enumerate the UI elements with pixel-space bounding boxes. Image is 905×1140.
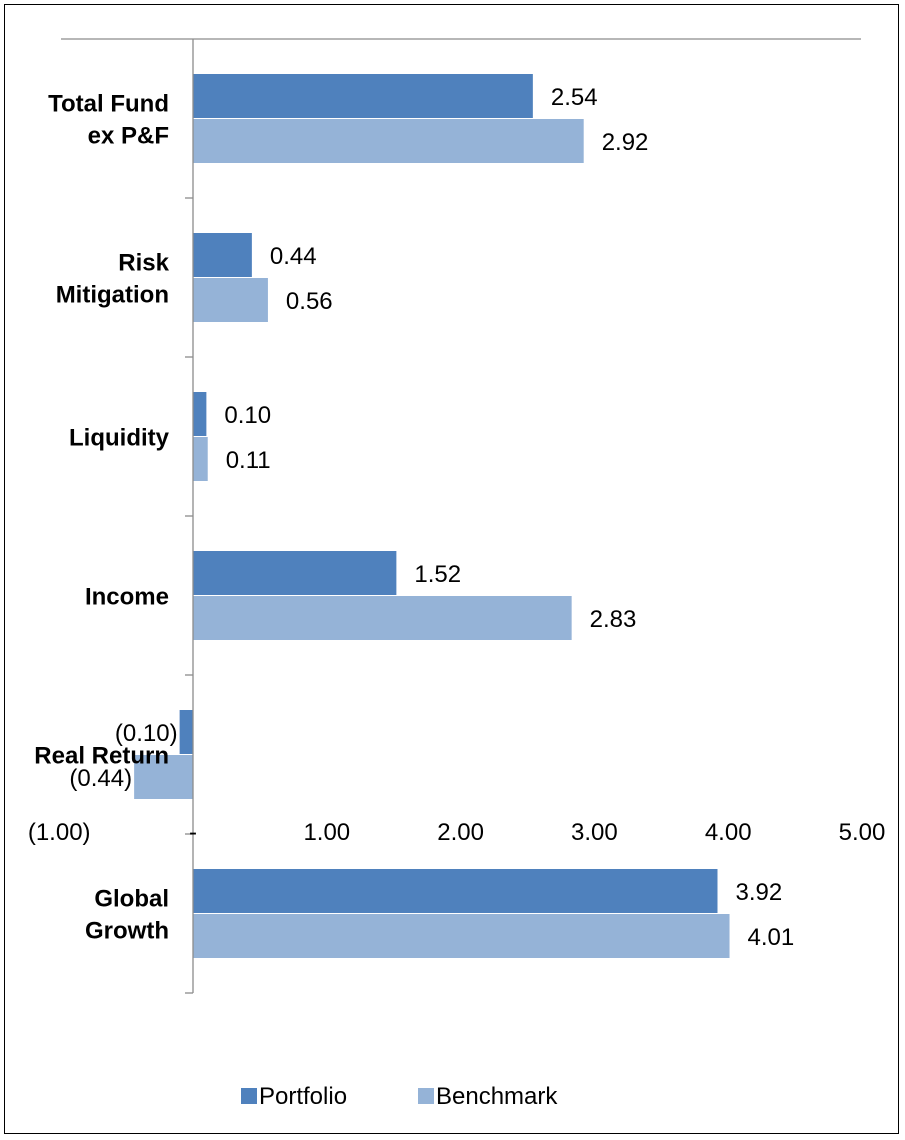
x-tick-label: 4.00 [705,819,752,846]
data-label-portfolio: 3.92 [735,879,782,906]
data-label-benchmark: 2.92 [602,129,649,156]
data-label-portfolio: 0.44 [270,243,317,270]
legend-label-portfolio: Portfolio [259,1083,347,1110]
data-label-portfolio: 1.52 [414,561,461,588]
bar-portfolio-1 [193,233,252,277]
x-tick-label: 1.00 [303,819,350,846]
x-tick-label: - [189,819,197,846]
bar-benchmark-2 [193,437,208,481]
category-label: Risk [118,250,169,277]
bar-portfolio-4 [179,710,193,754]
chart-frame: Total Fund ex P&F Risk Mitigation Liquidity I… [4,4,899,1134]
category-label: Growth [85,918,169,945]
data-label-portfolio: 0.10 [224,402,271,429]
bar-portfolio-5 [193,869,718,913]
bar-benchmark-0 [193,119,584,163]
x-tick-label: (1.00) [28,819,91,846]
category-label: Liquidity [69,425,170,452]
x-tick-label: 5.00 [839,819,886,846]
data-label-benchmark: 0.11 [226,447,271,474]
bar-benchmark-4 [134,755,193,799]
data-label-portfolio: 2.54 [551,84,598,111]
category-label: Real Return [34,743,169,770]
category-label: Income [85,584,169,611]
legend-swatch-benchmark [418,1088,434,1104]
category-label: Global [94,886,169,913]
bar-benchmark-3 [193,596,572,640]
data-label-benchmark: 2.83 [590,606,637,633]
bar-portfolio-0 [193,74,533,118]
data-label-benchmark: 4.01 [748,924,795,951]
bar-portfolio-3 [193,551,397,595]
legend-swatch-portfolio [241,1088,257,1104]
data-label-benchmark: (0.44) [69,765,132,792]
category-label: Total Fund [48,91,169,118]
category-label: Mitigation [56,282,169,309]
data-label-portfolio: (0.10) [115,720,178,747]
bar-benchmark-5 [193,914,730,958]
bar-chart: Total Fund ex P&F Risk Mitigation Liquidity I… [28,38,886,1110]
x-tick-label: 3.00 [571,819,618,846]
category-label: ex P&F [88,123,169,150]
data-label-benchmark: 0.56 [286,288,333,315]
bar-benchmark-1 [193,278,268,322]
bar-portfolio-2 [193,392,207,436]
legend-label-benchmark: Benchmark [436,1083,558,1110]
x-tick-label: 2.00 [437,819,484,846]
